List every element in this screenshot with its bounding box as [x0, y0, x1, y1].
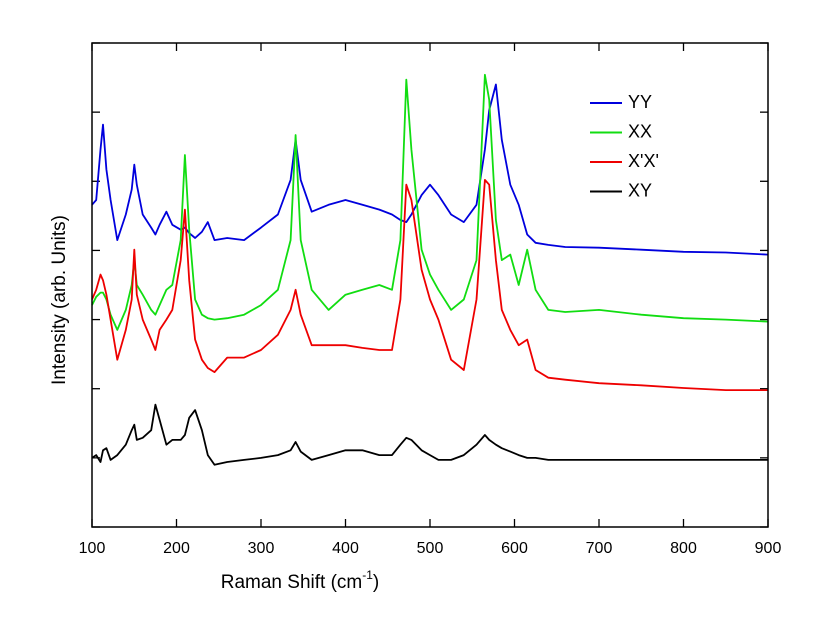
- x-axis-title: Raman Shift (cm-1): [221, 568, 379, 593]
- x-tick-label: 400: [332, 540, 359, 557]
- x-tick-label: 800: [670, 540, 697, 557]
- x-tick-label: 700: [586, 540, 613, 557]
- x-axis-title-main: Raman Shift (cm: [221, 572, 362, 593]
- legend-text: XY: [628, 180, 652, 200]
- legend-text: X'X': [628, 151, 659, 171]
- series-line: [91, 83, 769, 256]
- x-tick-label: 500: [417, 540, 444, 557]
- x-tick-label: 900: [755, 540, 782, 557]
- x-tick-label: 100: [79, 540, 106, 557]
- legend-text: YY: [628, 92, 652, 112]
- y-axis-title: Intensity (arb. Units): [49, 215, 70, 385]
- x-axis-title-tail: ): [373, 572, 379, 593]
- series-line: [91, 403, 768, 466]
- x-tick-label: 300: [248, 540, 275, 557]
- series-line: [91, 179, 768, 391]
- x-tick-label: 200: [163, 540, 190, 557]
- plot-frame: [91, 42, 769, 528]
- x-tick-label: 600: [501, 540, 528, 557]
- x-axis-title-sup: -1: [362, 568, 373, 582]
- legend-text: XX: [628, 121, 652, 141]
- series-line: [91, 73, 769, 331]
